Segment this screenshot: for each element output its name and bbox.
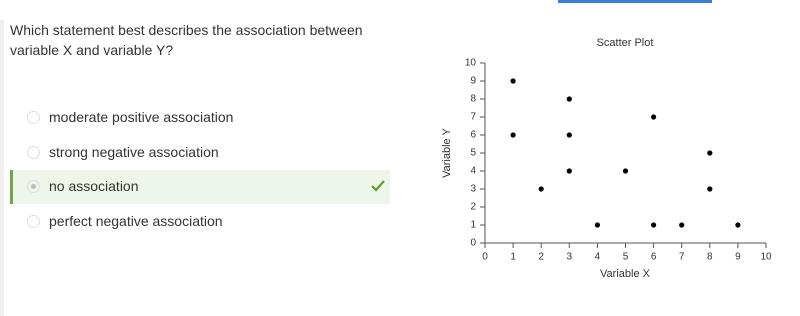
- x-tick-label: 7: [679, 252, 685, 263]
- radio[interactable]: [27, 146, 40, 159]
- x-tick-label: 6: [651, 252, 657, 263]
- point: [707, 186, 713, 192]
- y-tick-label: 9: [470, 76, 476, 87]
- question: Which statement best describes the assoc…: [10, 22, 363, 58]
- chart-title: Scatter Plot: [597, 37, 654, 49]
- x-tick-label: 8: [707, 252, 713, 263]
- point: [538, 186, 544, 192]
- point: [651, 114, 657, 120]
- y-tick-label: 5: [470, 148, 476, 159]
- option[interactable]: perfect negative association: [10, 205, 390, 239]
- y-tick-label: 10: [465, 58, 477, 69]
- radio[interactable]: [27, 180, 40, 193]
- x-tick-label: 9: [735, 252, 741, 263]
- point: [651, 222, 657, 228]
- option-selected[interactable]: no association: [10, 170, 390, 204]
- y-tick-label: 2: [470, 202, 476, 213]
- option-text: strong negative association: [49, 144, 219, 160]
- option-text: no association: [49, 178, 139, 194]
- radio[interactable]: [27, 215, 40, 228]
- point: [566, 168, 572, 174]
- point: [679, 222, 685, 228]
- y-tick-label: 8: [470, 94, 476, 105]
- left-edge: [0, 20, 4, 316]
- point: [594, 222, 601, 228]
- point: [735, 222, 741, 228]
- y-tick-label: 0: [470, 238, 476, 249]
- y-tick-label: 1: [470, 220, 476, 231]
- point: [510, 132, 516, 138]
- option[interactable]: strong negative association: [10, 136, 390, 170]
- point: [510, 78, 516, 84]
- x-tick-label: 2: [538, 252, 544, 263]
- y-tick-label: 3: [470, 184, 476, 195]
- y-tick-label: 6: [470, 130, 476, 141]
- y-tick-label: 7: [470, 112, 476, 123]
- top-bar: [558, 0, 712, 3]
- radio[interactable]: [27, 111, 40, 124]
- y-tick-label: 4: [470, 166, 476, 177]
- x-tick-label: 5: [623, 252, 629, 263]
- x-tick-label: 1: [510, 252, 516, 263]
- point: [622, 168, 629, 174]
- point: [566, 132, 572, 138]
- point: [566, 96, 572, 102]
- point: [707, 150, 713, 156]
- option[interactable]: moderate positive association: [10, 101, 390, 135]
- y-axis-label: Variable Y: [441, 127, 453, 177]
- x-tick-label: 0: [482, 252, 488, 263]
- x-tick-label: 3: [567, 252, 573, 263]
- option-text: moderate positive association: [49, 109, 234, 125]
- x-axis-label: Variable X: [600, 268, 651, 280]
- check-icon: [371, 180, 385, 192]
- option-text: perfect negative association: [49, 213, 223, 229]
- x-tick-label: 4: [595, 252, 601, 263]
- x-tick-label: 10: [760, 252, 772, 263]
